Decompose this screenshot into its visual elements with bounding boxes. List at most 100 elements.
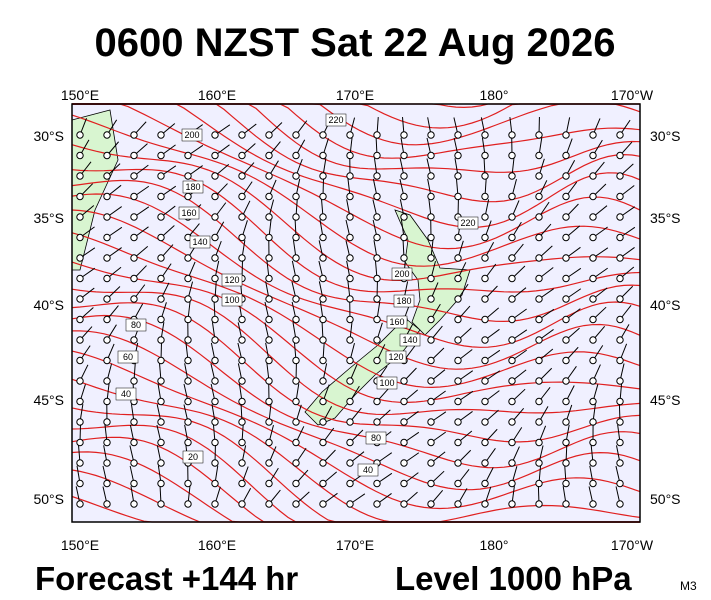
station bbox=[292, 356, 300, 365]
station bbox=[265, 315, 273, 324]
station bbox=[562, 254, 570, 262]
station bbox=[238, 192, 246, 201]
station bbox=[103, 356, 111, 365]
station bbox=[562, 295, 570, 303]
station bbox=[265, 192, 273, 201]
station bbox=[103, 254, 111, 262]
station bbox=[589, 274, 597, 283]
station bbox=[400, 479, 408, 488]
station bbox=[562, 500, 570, 508]
station bbox=[508, 192, 516, 201]
station bbox=[238, 131, 246, 139]
station bbox=[454, 151, 462, 160]
station bbox=[103, 438, 111, 447]
station bbox=[373, 192, 381, 201]
station bbox=[157, 356, 165, 365]
contour-label-box bbox=[125, 318, 147, 332]
station bbox=[373, 356, 381, 365]
contour-label-box bbox=[457, 216, 479, 230]
station bbox=[562, 151, 570, 160]
station bbox=[319, 356, 327, 365]
station bbox=[157, 500, 165, 508]
station bbox=[130, 192, 138, 201]
station bbox=[265, 233, 273, 242]
station bbox=[238, 500, 246, 508]
station bbox=[157, 459, 165, 467]
station bbox=[481, 172, 489, 180]
station bbox=[265, 438, 273, 447]
station bbox=[292, 295, 300, 303]
station bbox=[346, 192, 354, 201]
station bbox=[157, 397, 165, 406]
station bbox=[292, 418, 300, 426]
station bbox=[589, 254, 597, 262]
station bbox=[265, 336, 273, 344]
isobar bbox=[71, 179, 641, 323]
isobar bbox=[71, 114, 641, 267]
station bbox=[103, 172, 111, 180]
latitude-label: 45°S bbox=[650, 392, 681, 408]
station bbox=[265, 377, 273, 385]
station bbox=[130, 151, 138, 160]
station bbox=[238, 315, 246, 324]
contour-label-box bbox=[181, 128, 203, 142]
station bbox=[562, 315, 570, 324]
station bbox=[265, 356, 273, 365]
station bbox=[319, 192, 327, 201]
station bbox=[238, 377, 246, 385]
station bbox=[184, 397, 192, 406]
station bbox=[346, 151, 354, 160]
station bbox=[589, 315, 597, 324]
station bbox=[130, 438, 138, 447]
contour-label: 180 bbox=[185, 182, 200, 192]
contour-label: 180 bbox=[396, 296, 411, 306]
station bbox=[292, 315, 300, 324]
station bbox=[508, 377, 516, 385]
station bbox=[319, 315, 327, 324]
station bbox=[346, 172, 354, 180]
station bbox=[184, 172, 192, 180]
station bbox=[319, 295, 327, 303]
station bbox=[481, 377, 489, 385]
station bbox=[562, 356, 570, 365]
isobar bbox=[72, 103, 641, 250]
station bbox=[238, 459, 246, 467]
station bbox=[616, 274, 624, 283]
station bbox=[292, 192, 300, 201]
station bbox=[373, 295, 381, 303]
station bbox=[157, 418, 165, 426]
station bbox=[535, 500, 543, 508]
station bbox=[265, 418, 273, 426]
station bbox=[211, 459, 219, 467]
longitude-label: 160°E bbox=[198, 87, 236, 103]
station bbox=[481, 438, 489, 447]
station bbox=[130, 131, 138, 139]
contour-label-box bbox=[221, 273, 243, 287]
station bbox=[238, 172, 246, 180]
station bbox=[265, 295, 273, 303]
latitude-label: 35°S bbox=[33, 210, 64, 226]
station bbox=[454, 418, 462, 426]
station bbox=[508, 479, 516, 488]
station bbox=[427, 356, 435, 365]
station bbox=[589, 336, 597, 344]
station bbox=[373, 500, 381, 508]
station bbox=[184, 418, 192, 426]
station bbox=[184, 151, 192, 160]
station bbox=[346, 213, 354, 221]
station bbox=[184, 192, 192, 201]
longitude-label: 180° bbox=[480, 87, 509, 103]
contour-label-box bbox=[386, 315, 408, 329]
station bbox=[535, 336, 543, 344]
contour-label: 40 bbox=[363, 465, 373, 475]
station bbox=[508, 315, 516, 324]
station bbox=[157, 151, 165, 160]
station bbox=[157, 479, 165, 488]
station bbox=[76, 233, 84, 242]
station bbox=[454, 336, 462, 344]
station bbox=[211, 500, 219, 508]
station bbox=[211, 192, 219, 201]
station bbox=[238, 438, 246, 447]
station bbox=[535, 315, 543, 324]
